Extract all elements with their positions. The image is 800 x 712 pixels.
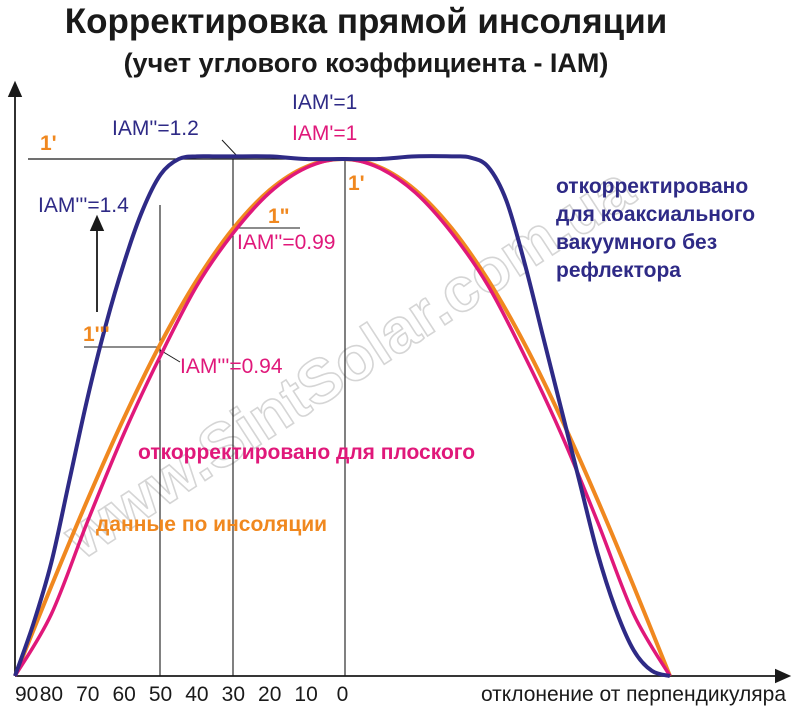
label-1-triple: 1''' xyxy=(83,323,110,346)
label-1-double: 1" xyxy=(268,205,290,228)
annotation-iam-0-94: IAM'''=0.94 xyxy=(180,355,283,378)
x-tick-30: 30 xyxy=(222,683,245,706)
legend-vacuum-line-2: для коаксиального xyxy=(556,203,755,226)
chart-title: Корректировка прямой инсоляции xyxy=(65,2,668,41)
legend-flat-collector: откорректировано для плоского xyxy=(138,441,475,464)
chart-subtitle: (учет углового коэффициента - IAM) xyxy=(124,48,609,78)
x-tick-60: 60 xyxy=(112,683,135,706)
series-line-vacuum-tube xyxy=(13,154,671,678)
legend-vacuum-line-3: вакуумного без xyxy=(556,231,717,254)
annotation-iam-navy-top: IAM'=1 xyxy=(292,91,357,114)
x-tick-40: 40 xyxy=(185,683,208,706)
annotation-iam-1-4: IAM'''=1.4 xyxy=(38,194,129,217)
legend-vacuum-line-1: откорректировано xyxy=(556,175,748,198)
label-1-prime-left: 1' xyxy=(40,132,57,155)
legend-insolation-data: данные по инсоляции xyxy=(96,513,327,536)
legend-vacuum-line-4: рефлектора xyxy=(556,259,681,282)
x-tick-70: 70 xyxy=(76,683,99,706)
x-tick-80: 80 xyxy=(40,683,63,706)
label-1-prime-right: 1' xyxy=(348,172,365,195)
annotation-iam-1-2: IAM''=1.2 xyxy=(112,117,199,140)
annotation-iam-magenta-top: IAM'=1 xyxy=(292,122,357,145)
leader-iam-12 xyxy=(221,139,239,158)
x-tick-labels: 90 80 70 60 50 40 30 20 10 0 xyxy=(15,683,348,706)
x-tick-10: 10 xyxy=(294,683,317,706)
x-tick-20: 20 xyxy=(258,683,281,706)
x-tick-0: 0 xyxy=(337,683,349,706)
x-axis-label: отклонение от перпендикуляра xyxy=(481,683,786,706)
x-tick-90: 90 xyxy=(15,683,38,706)
annotation-iam-0-99: IAM''=0.99 xyxy=(237,231,336,254)
x-tick-50: 50 xyxy=(149,683,172,706)
